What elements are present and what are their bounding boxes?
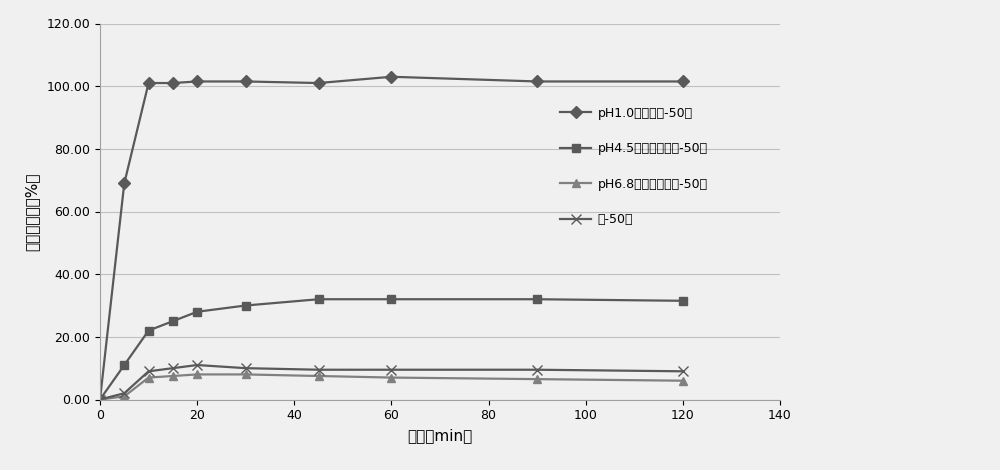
pH1.0盐酸溶液-50转 — [240, 78, 252, 84]
pH1.0盐酸溶液-50转 — [313, 80, 325, 86]
pH4.5醒酸盐缓冲液-50转 — [167, 318, 179, 324]
水-50转 — [531, 367, 543, 373]
pH1.0盐酸溶液-50转 — [167, 80, 179, 86]
水-50转 — [313, 367, 325, 373]
pH6.8磷酸盐缓冲液-50转 — [143, 375, 155, 380]
水-50转 — [385, 367, 397, 373]
pH6.8磷酸盐缓冲液-50转 — [313, 373, 325, 379]
pH4.5醒酸盐缓冲液-50转 — [385, 297, 397, 302]
水-50转 — [118, 391, 130, 396]
pH6.8磷酸盐缓冲液-50转 — [118, 393, 130, 399]
pH6.8磷酸盐缓冲液-50转 — [531, 376, 543, 382]
pH1.0盐酸溶液-50转 — [118, 180, 130, 186]
pH6.8磷酸盐缓冲液-50转 — [191, 372, 203, 377]
pH6.8磷酸盐缓冲液-50转 — [167, 373, 179, 379]
水-50转 — [167, 365, 179, 371]
水-50转 — [240, 365, 252, 371]
X-axis label: 时间（min）: 时间（min） — [407, 428, 473, 443]
pH1.0盐酸溶液-50转 — [191, 78, 203, 84]
pH1.0盐酸溶液-50转 — [94, 397, 106, 402]
pH4.5醒酸盐缓冲液-50转 — [240, 303, 252, 308]
pH6.8磷酸盐缓冲液-50转 — [94, 397, 106, 402]
pH4.5醒酸盐缓冲液-50转 — [191, 309, 203, 314]
pH1.0盐酸溶液-50转 — [143, 80, 155, 86]
水-50转 — [191, 362, 203, 368]
pH6.8磷酸盐缓冲液-50转 — [385, 375, 397, 380]
pH1.0盐酸溶液-50转 — [677, 78, 689, 84]
Y-axis label: 累计溶出度（%）: 累计溶出度（%） — [24, 172, 39, 251]
水-50转 — [143, 368, 155, 374]
pH4.5醒酸盐缓冲液-50转 — [94, 397, 106, 402]
Legend: pH1.0盐酸溶液-50转, pH4.5醒酸盐缓冲液-50转, pH6.8磷酸盐缓冲液-50转, 水-50转: pH1.0盐酸溶液-50转, pH4.5醒酸盐缓冲液-50转, pH6.8磷酸盐… — [555, 102, 713, 231]
Line: 水-50转: 水-50转 — [95, 360, 688, 404]
pH4.5醒酸盐缓冲液-50转 — [313, 297, 325, 302]
pH4.5醒酸盐缓冲液-50转 — [143, 328, 155, 333]
水-50转 — [677, 368, 689, 374]
pH1.0盐酸溶液-50转 — [385, 74, 397, 79]
Line: pH4.5醒酸盐缓冲液-50转: pH4.5醒酸盐缓冲液-50转 — [96, 295, 687, 404]
pH4.5醒酸盐缓冲液-50转 — [531, 297, 543, 302]
pH1.0盐酸溶液-50转 — [531, 78, 543, 84]
pH6.8磷酸盐缓冲液-50转 — [240, 372, 252, 377]
pH6.8磷酸盐缓冲液-50转 — [677, 378, 689, 384]
Line: pH6.8磷酸盐缓冲液-50转: pH6.8磷酸盐缓冲液-50转 — [96, 370, 687, 404]
水-50转 — [94, 397, 106, 402]
Line: pH1.0盐酸溶液-50转: pH1.0盐酸溶液-50转 — [96, 72, 687, 404]
pH4.5醒酸盐缓冲液-50转 — [118, 362, 130, 368]
pH4.5醒酸盐缓冲液-50转 — [677, 298, 689, 304]
